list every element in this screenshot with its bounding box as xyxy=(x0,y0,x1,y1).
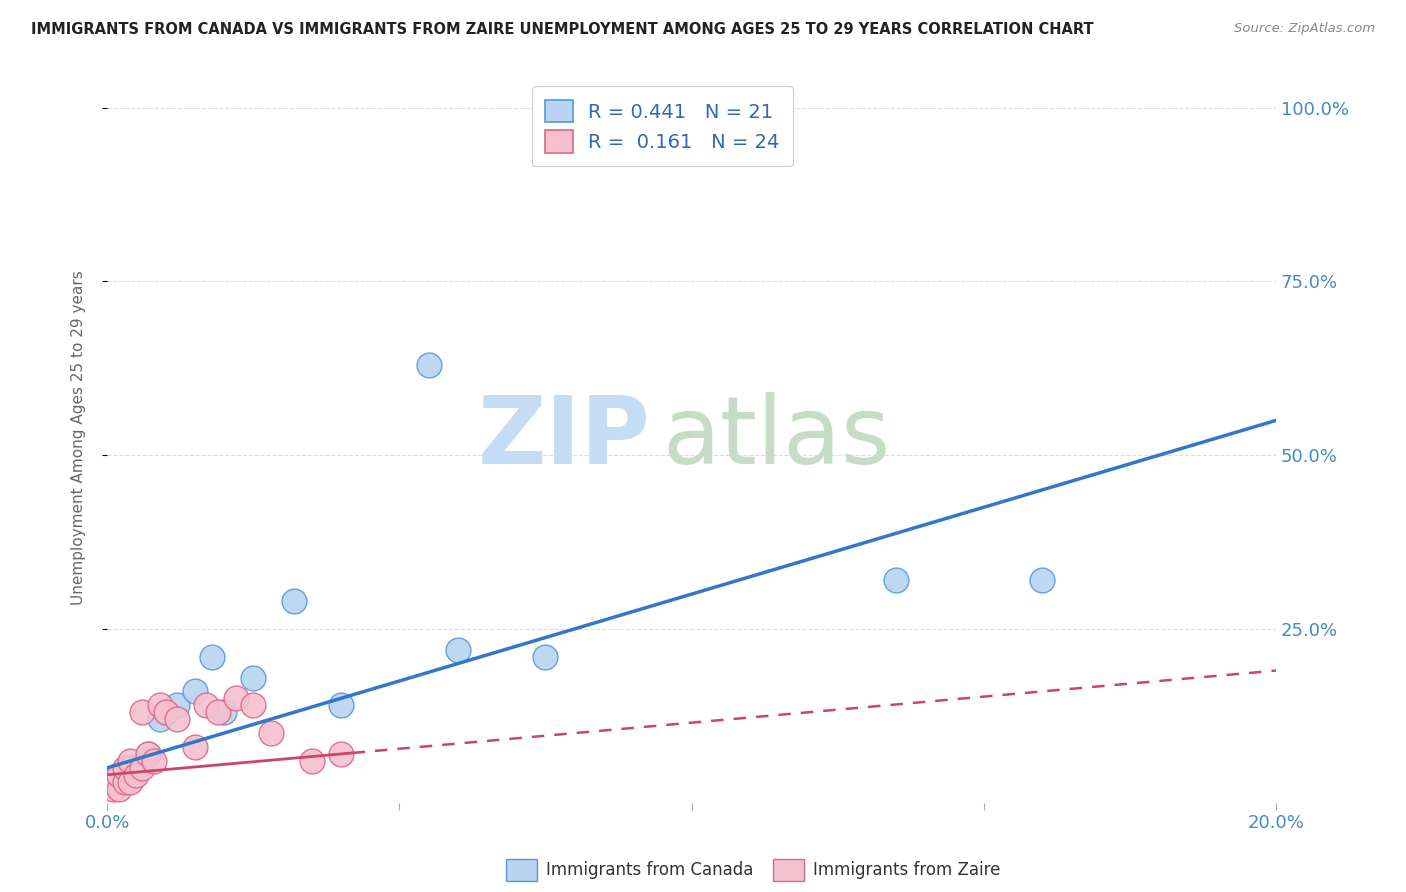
Point xyxy=(107,768,129,782)
Text: Immigrants from Canada: Immigrants from Canada xyxy=(546,861,752,879)
Text: atlas: atlas xyxy=(662,392,890,483)
Point xyxy=(207,705,229,719)
Point xyxy=(329,698,352,713)
Point xyxy=(155,705,177,719)
Point xyxy=(101,774,124,789)
Point xyxy=(155,705,177,719)
Text: IMMIGRANTS FROM CANADA VS IMMIGRANTS FROM ZAIRE UNEMPLOYMENT AMONG AGES 25 TO 29: IMMIGRANTS FROM CANADA VS IMMIGRANTS FRO… xyxy=(31,22,1094,37)
Point xyxy=(125,768,148,782)
Point xyxy=(534,649,557,664)
Y-axis label: Unemployment Among Ages 25 to 29 years: Unemployment Among Ages 25 to 29 years xyxy=(72,270,86,605)
Text: ZIP: ZIP xyxy=(478,392,651,483)
Point xyxy=(225,691,247,706)
Text: Source: ZipAtlas.com: Source: ZipAtlas.com xyxy=(1234,22,1375,36)
Point xyxy=(125,761,148,775)
Point xyxy=(418,358,440,372)
Point xyxy=(283,594,305,608)
Point xyxy=(107,768,129,782)
Text: Immigrants from Zaire: Immigrants from Zaire xyxy=(813,861,1000,879)
Point xyxy=(131,761,153,775)
Legend: R = 0.441   N = 21, R =  0.161   N = 24: R = 0.441 N = 21, R = 0.161 N = 24 xyxy=(531,87,793,166)
Point xyxy=(114,761,136,775)
Point xyxy=(242,671,264,685)
Point xyxy=(114,774,136,789)
Point xyxy=(136,747,159,761)
Point xyxy=(107,781,129,796)
Point xyxy=(212,705,235,719)
Point xyxy=(166,712,188,726)
Point xyxy=(101,774,124,789)
Point xyxy=(884,573,907,587)
Point xyxy=(120,754,142,768)
Point xyxy=(195,698,218,713)
Point xyxy=(136,747,159,761)
Point xyxy=(120,774,142,789)
Point xyxy=(142,754,165,768)
Point xyxy=(101,781,124,796)
Point xyxy=(260,726,283,740)
Point xyxy=(131,705,153,719)
Point xyxy=(301,754,323,768)
Point xyxy=(114,774,136,789)
Point xyxy=(184,739,207,754)
Point xyxy=(120,761,142,775)
Point xyxy=(184,684,207,698)
Point xyxy=(149,698,172,713)
Point xyxy=(1031,573,1053,587)
Point xyxy=(329,747,352,761)
Point xyxy=(166,698,188,713)
Point xyxy=(447,642,470,657)
Point xyxy=(201,649,224,664)
Point xyxy=(149,712,172,726)
Point xyxy=(621,101,644,115)
Point xyxy=(242,698,264,713)
